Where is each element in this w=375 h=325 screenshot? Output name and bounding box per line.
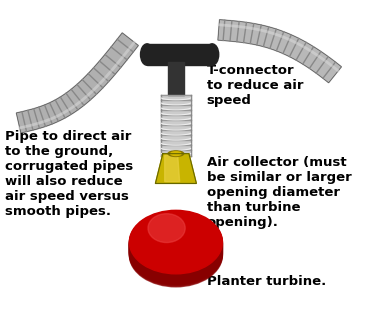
Ellipse shape xyxy=(129,215,222,279)
Ellipse shape xyxy=(129,213,222,277)
Ellipse shape xyxy=(129,223,222,287)
Ellipse shape xyxy=(129,221,222,284)
Polygon shape xyxy=(16,33,138,133)
Ellipse shape xyxy=(129,219,222,282)
Ellipse shape xyxy=(129,216,222,280)
Ellipse shape xyxy=(129,217,222,280)
Polygon shape xyxy=(218,20,342,83)
Ellipse shape xyxy=(129,211,222,275)
Ellipse shape xyxy=(171,152,181,156)
Text: Pipe to direct air
to the ground,
corrugated pipes
will also reduce
air speed ve: Pipe to direct air to the ground, corrug… xyxy=(4,130,133,218)
Ellipse shape xyxy=(129,222,222,286)
Ellipse shape xyxy=(206,44,219,65)
Ellipse shape xyxy=(129,220,222,283)
Ellipse shape xyxy=(148,214,185,242)
Ellipse shape xyxy=(141,44,153,65)
Ellipse shape xyxy=(129,212,222,276)
Text: Air collector (must
be similar or larger
opening diameter
than turbine
opening).: Air collector (must be similar or larger… xyxy=(207,156,351,229)
Ellipse shape xyxy=(129,222,222,285)
Text: Planter turbine.: Planter turbine. xyxy=(207,275,326,288)
Ellipse shape xyxy=(129,210,222,274)
Polygon shape xyxy=(165,156,180,182)
Text: T-connector
to reduce air
speed: T-connector to reduce air speed xyxy=(207,64,303,107)
Ellipse shape xyxy=(168,151,184,156)
Polygon shape xyxy=(155,154,196,183)
Ellipse shape xyxy=(129,214,222,278)
Ellipse shape xyxy=(129,218,222,281)
